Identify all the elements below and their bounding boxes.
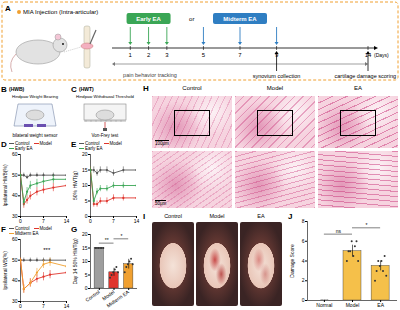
svg-text:7: 7 — [238, 52, 242, 58]
html-text:EA: EA — [257, 213, 265, 219]
svg-text:Damage Score: Damage Score — [289, 244, 295, 278]
html-text:Control: Control — [15, 226, 30, 231]
html-text:Early EA: Early EA — [85, 146, 103, 151]
svg-text:9: 9 — [274, 52, 279, 58]
svg-text:Ipsilateral HWB(%): Ipsilateral HWB(%) — [2, 164, 8, 207]
svg-text:14: 14 — [134, 218, 140, 224]
svg-text:50: 50 — [12, 257, 18, 263]
svg-text:cartilage damage scoring: cartilage damage scoring — [335, 73, 396, 79]
svg-text:5: 5 — [85, 272, 88, 278]
html-text:Model: Model — [39, 141, 52, 146]
svg-text:60: 60 — [12, 236, 18, 242]
svg-text:7: 7 — [42, 303, 45, 309]
svg-text:Midterm EA: Midterm EA — [105, 288, 130, 308]
svg-text:0: 0 — [19, 218, 22, 224]
html-text:Model: Model — [109, 141, 122, 146]
svg-text:8: 8 — [302, 218, 305, 224]
svg-text:30: 30 — [12, 213, 18, 219]
svg-text:7: 7 — [42, 218, 45, 224]
svg-text:Von-Frey test: Von-Frey test — [92, 133, 120, 138]
svg-text:Control: Control — [84, 289, 101, 303]
svg-text:7: 7 — [112, 218, 115, 224]
html-text:100μm: 100μm — [155, 141, 169, 146]
svg-text:(HWB): (HWB) — [9, 86, 25, 92]
svg-text:Model: Model — [100, 288, 116, 302]
svg-text:40: 40 — [12, 192, 18, 198]
svg-text:MIA Injection (Intra-articular: MIA Injection (Intra-articular) — [23, 9, 98, 15]
svg-text:14: 14 — [64, 218, 70, 224]
svg-text:3: 3 — [165, 52, 169, 58]
svg-text:Early EA: Early EA — [136, 16, 161, 22]
svg-text:Day 14 50% HWT(g): Day 14 50% HWT(g) — [72, 238, 78, 284]
svg-text:40: 40 — [12, 277, 18, 283]
svg-text:10: 10 — [82, 182, 88, 188]
html-text:50μm: 50μm — [155, 201, 167, 206]
html-text:D: D — [1, 140, 7, 149]
html-text:E: E — [71, 140, 77, 149]
svg-text:0: 0 — [89, 218, 92, 224]
svg-text:1: 1 — [129, 52, 133, 58]
html-text:F: F — [1, 225, 6, 234]
svg-text:15: 15 — [82, 245, 88, 251]
svg-text:Model: Model — [346, 302, 360, 308]
svg-text:50% HWT(g): 50% HWT(g) — [72, 171, 78, 200]
svg-text:ns: ns — [336, 228, 342, 234]
svg-text:10: 10 — [82, 258, 88, 264]
html-text:Model: Model — [39, 226, 52, 231]
svg-text:Normal: Normal — [316, 302, 332, 308]
svg-text:pain behavior tracking: pain behavior tracking — [123, 72, 177, 78]
svg-text:5: 5 — [202, 52, 206, 58]
html-text:Control: Control — [15, 141, 30, 146]
svg-text:0: 0 — [85, 285, 88, 291]
svg-text:synovium collection: synovium collection — [253, 73, 301, 79]
svg-text:2: 2 — [302, 277, 305, 283]
svg-text:50: 50 — [12, 172, 18, 178]
svg-text:5: 5 — [85, 198, 88, 204]
html-text:I: I — [143, 212, 146, 221]
svg-text:A: A — [5, 4, 11, 13]
svg-text:Midterm EA: Midterm EA — [223, 16, 257, 22]
svg-text:15: 15 — [82, 167, 88, 173]
svg-text:*: * — [120, 233, 122, 239]
svg-text:(Days): (Days) — [374, 52, 389, 58]
html-text:Model: Model — [266, 85, 284, 91]
html-text:Midterm EA: Midterm EA — [15, 231, 39, 236]
svg-text:bilateral weight sensor: bilateral weight sensor — [13, 133, 58, 138]
svg-text:*: * — [366, 222, 368, 228]
html-text:Control: Control — [85, 141, 100, 146]
svg-text:Hindpaw Withdrawal Threshold: Hindpaw Withdrawal Threshold — [76, 94, 135, 99]
html-text:H: H — [143, 84, 149, 93]
html-text:Early EA: Early EA — [15, 146, 33, 151]
svg-text:(HWT): (HWT) — [79, 86, 94, 92]
svg-text:or: or — [189, 16, 194, 22]
html-text:Control: Control — [182, 85, 202, 91]
svg-text:14: 14 — [64, 303, 70, 309]
svg-text:Ipsilateral WB(%): Ipsilateral WB(%) — [2, 251, 8, 290]
svg-text:30: 30 — [12, 298, 18, 304]
html-text:Control: Control — [164, 213, 182, 219]
html-text:EA: EA — [354, 85, 362, 91]
svg-text:EA: EA — [377, 302, 384, 308]
svg-text:60: 60 — [12, 151, 18, 157]
html-text:J: J — [288, 212, 293, 221]
svg-text:20: 20 — [82, 151, 88, 157]
svg-text:4: 4 — [302, 258, 305, 264]
html-text:G: G — [71, 225, 78, 234]
svg-text:**: ** — [105, 237, 109, 243]
svg-text:0: 0 — [302, 297, 305, 303]
html-text:Model: Model — [209, 213, 225, 219]
svg-text:C: C — [71, 85, 77, 94]
svg-text:20: 20 — [82, 231, 88, 237]
svg-text:0: 0 — [19, 303, 22, 309]
svg-text:6: 6 — [302, 238, 305, 244]
svg-text:B: B — [1, 85, 7, 94]
svg-text:***: *** — [43, 247, 51, 253]
svg-text:0: 0 — [85, 213, 88, 219]
svg-text:Hindpaw Weight Bearing: Hindpaw Weight Bearing — [12, 94, 59, 99]
svg-text:2: 2 — [147, 52, 151, 58]
svg-text:14: 14 — [364, 52, 372, 58]
